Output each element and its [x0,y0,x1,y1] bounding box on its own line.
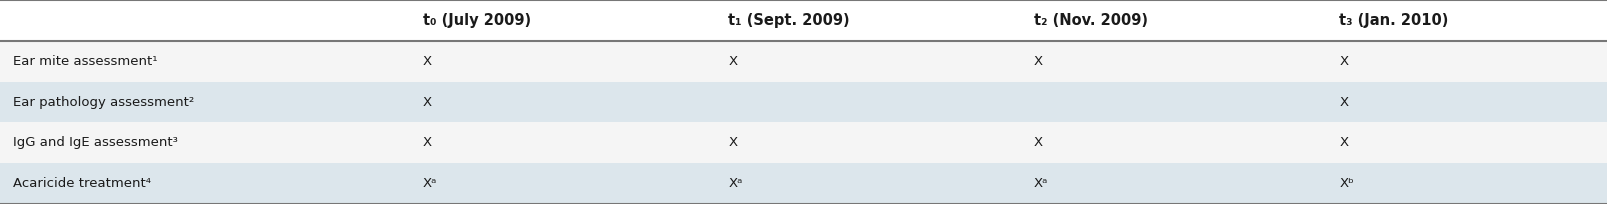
Text: t₂ (Nov. 2009): t₂ (Nov. 2009) [1033,13,1147,28]
Bar [0,122,1607,163]
Bar [0,41,1607,82]
Text: X: X [1339,55,1348,68]
Text: Xᵃ: Xᵃ [1033,177,1048,190]
Text: X: X [728,55,738,68]
Bar [0,163,1607,204]
Text: X: X [1033,55,1043,68]
Text: Xᵃ: Xᵃ [423,177,437,190]
Text: Xᵇ: Xᵇ [1339,177,1353,190]
Text: X: X [1033,136,1043,149]
Text: t₃ (Jan. 2010): t₃ (Jan. 2010) [1339,13,1448,28]
Text: X: X [1339,95,1348,109]
Text: t₀ (July 2009): t₀ (July 2009) [423,13,530,28]
Bar [0,82,1607,122]
Text: X: X [423,136,432,149]
Text: Acaricide treatment⁴: Acaricide treatment⁴ [13,177,151,190]
Text: Ear pathology assessment²: Ear pathology assessment² [13,95,194,109]
Text: X: X [728,136,738,149]
Text: Ear mite assessment¹: Ear mite assessment¹ [13,55,157,68]
Text: X: X [1339,136,1348,149]
Text: X: X [423,55,432,68]
Bar [0,0,1607,41]
Text: Xᵃ: Xᵃ [728,177,742,190]
Text: X: X [423,95,432,109]
Text: IgG and IgE assessment³: IgG and IgE assessment³ [13,136,178,149]
Text: t₁ (Sept. 2009): t₁ (Sept. 2009) [728,13,850,28]
